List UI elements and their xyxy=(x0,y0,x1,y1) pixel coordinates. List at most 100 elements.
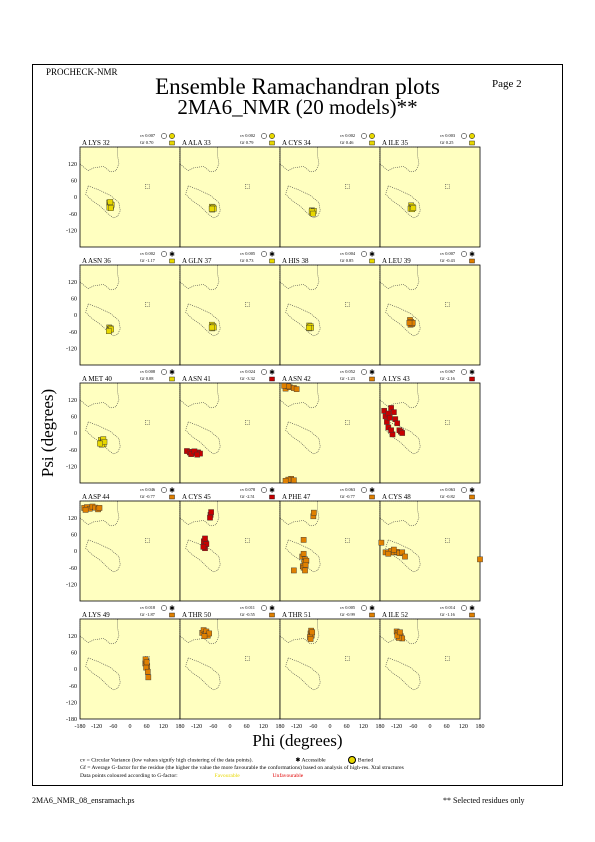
allowed-region-outline xyxy=(385,657,421,691)
residue-label: A ASN 42 xyxy=(282,375,311,383)
x-tick-label: -120 xyxy=(291,724,302,730)
buried-icon xyxy=(369,133,375,139)
gf-value: Gf 0.25 xyxy=(440,140,454,145)
data-point xyxy=(291,567,297,574)
allowed-region-outline xyxy=(279,264,320,291)
asterisk-icon: ✱ xyxy=(469,369,475,377)
panel-background xyxy=(79,264,181,366)
allowed-region-outline xyxy=(85,421,121,455)
buried-icon xyxy=(469,133,475,139)
residue-label: A PHE 47 xyxy=(282,493,311,501)
data-point xyxy=(309,629,316,636)
cv-value: cv 0.003 xyxy=(440,133,456,138)
residue-label: A HIS 38 xyxy=(282,257,309,265)
residue-label: A THR 50 xyxy=(182,611,212,619)
panel-a-leu-39: A LEU 39 cv 0.007 Gf -0.43 ✱ xyxy=(379,251,481,366)
y-tick-label: -120 xyxy=(66,583,77,589)
legend-colour-text: Data points coloured according to G-fact… xyxy=(80,773,178,780)
question-icon xyxy=(161,369,167,375)
y-tick-label: 0 xyxy=(74,313,77,319)
cv-value: cv 0.005 xyxy=(340,605,356,610)
gf-value: Gf -0.55 xyxy=(240,612,256,617)
data-point xyxy=(207,514,213,521)
question-icon xyxy=(461,487,467,493)
asterisk-icon: ✱ xyxy=(369,605,375,613)
panel-background xyxy=(379,500,481,602)
allowed-region-outline xyxy=(285,657,321,691)
residue-label: A ASN 41 xyxy=(182,375,211,383)
x-tick-label: 120 xyxy=(459,724,468,730)
y-tick-label: -60 xyxy=(69,566,77,572)
legend-cv-line: cv = Circular Variance (low values signi… xyxy=(80,756,404,764)
x-tick-label: -60 xyxy=(409,724,417,730)
panel-a-cys-45: A CYS 45 cv 0.078 Gf -2.51 ✱ xyxy=(179,487,281,602)
x-tick-label: -60 xyxy=(309,724,317,730)
data-point xyxy=(399,430,406,436)
allowed-region-outline xyxy=(445,538,450,543)
y-tick-label: -60 xyxy=(69,448,77,454)
allowed-region-outline xyxy=(345,656,350,661)
gf-colour-swatch xyxy=(469,376,475,382)
cv-value: cv 0.052 xyxy=(340,369,355,374)
allowed-region-outline xyxy=(285,303,321,337)
asterisk-icon: ✱ xyxy=(269,251,275,259)
question-icon xyxy=(161,487,167,493)
panel-background xyxy=(79,500,181,602)
question-icon xyxy=(261,133,267,139)
x-tick-label: 120 xyxy=(159,724,168,730)
residue-label: A ILE 35 xyxy=(382,139,409,147)
cv-value: cv 0.002 xyxy=(240,133,255,138)
allowed-region-outline xyxy=(179,500,220,527)
data-point xyxy=(96,505,103,511)
cv-value: cv 0.018 xyxy=(140,605,156,610)
y-tick-label: 60 xyxy=(71,179,77,185)
allowed-region-outline xyxy=(85,303,121,337)
x-tick-label: 180 xyxy=(176,724,185,730)
question-icon xyxy=(461,369,467,375)
panel-background xyxy=(279,382,381,484)
gf-value: Gf -1.16 xyxy=(440,612,456,617)
panel-background xyxy=(79,146,181,248)
panel-a-cys-48: A CYS 48 cv 0.063 Gf -0.82 ✱ xyxy=(378,487,483,602)
residue-label: A ALA 33 xyxy=(182,139,211,147)
question-icon xyxy=(361,369,367,375)
data-point xyxy=(108,205,114,211)
data-point xyxy=(293,386,300,392)
x-tick-label: -120 xyxy=(91,724,102,730)
asterisk-icon: ✱ xyxy=(369,487,375,495)
y-tick-label: -120 xyxy=(66,229,77,235)
data-point xyxy=(477,556,483,563)
cv-value: cv 0.067 xyxy=(440,369,456,374)
panel-a-lys-32: A LYS 32 cv 0.007 Gf 0.70 120 60 0 -60 -120 xyxy=(66,133,181,248)
gf-value: Gf -2.51 xyxy=(240,494,255,499)
cv-value: cv 0.005 xyxy=(240,251,256,256)
asterisk-icon: ✱ xyxy=(169,487,175,495)
x-tick-label: 60 xyxy=(244,724,250,730)
allowed-region-outline xyxy=(345,420,350,425)
allowed-region-outline xyxy=(285,185,321,219)
gf-colour-swatch xyxy=(169,612,175,618)
data-point xyxy=(378,539,385,546)
data-point xyxy=(388,427,394,434)
data-point xyxy=(206,630,212,637)
allowed-region-outline xyxy=(145,184,150,189)
panel-a-met-40: A MET 40 cv 0.008 Gf 0.08 ✱ 120 60 0 -60 -120 xyxy=(66,369,181,484)
gf-value: Gf -0.43 xyxy=(440,258,456,263)
gf-colour-swatch xyxy=(269,612,275,618)
panel-background xyxy=(279,264,381,366)
data-point xyxy=(145,674,152,681)
residue-label: A LEU 39 xyxy=(382,257,411,265)
data-point xyxy=(410,205,417,211)
data-point xyxy=(300,537,307,543)
allowed-region-outline xyxy=(179,618,220,645)
residue-label: A LYS 49 xyxy=(82,611,110,619)
panel-background xyxy=(79,618,181,720)
allowed-region-outline xyxy=(85,185,121,219)
x-tick-label: 0 xyxy=(129,724,132,730)
allowed-region-outline xyxy=(245,656,250,661)
data-point xyxy=(208,205,215,212)
panel-a-asn-42: A ASN 42 cv 0.052 Gf -1.23 ✱ xyxy=(279,369,381,484)
cv-value: cv 0.004 xyxy=(340,251,356,256)
allowed-region-outline xyxy=(79,146,120,173)
